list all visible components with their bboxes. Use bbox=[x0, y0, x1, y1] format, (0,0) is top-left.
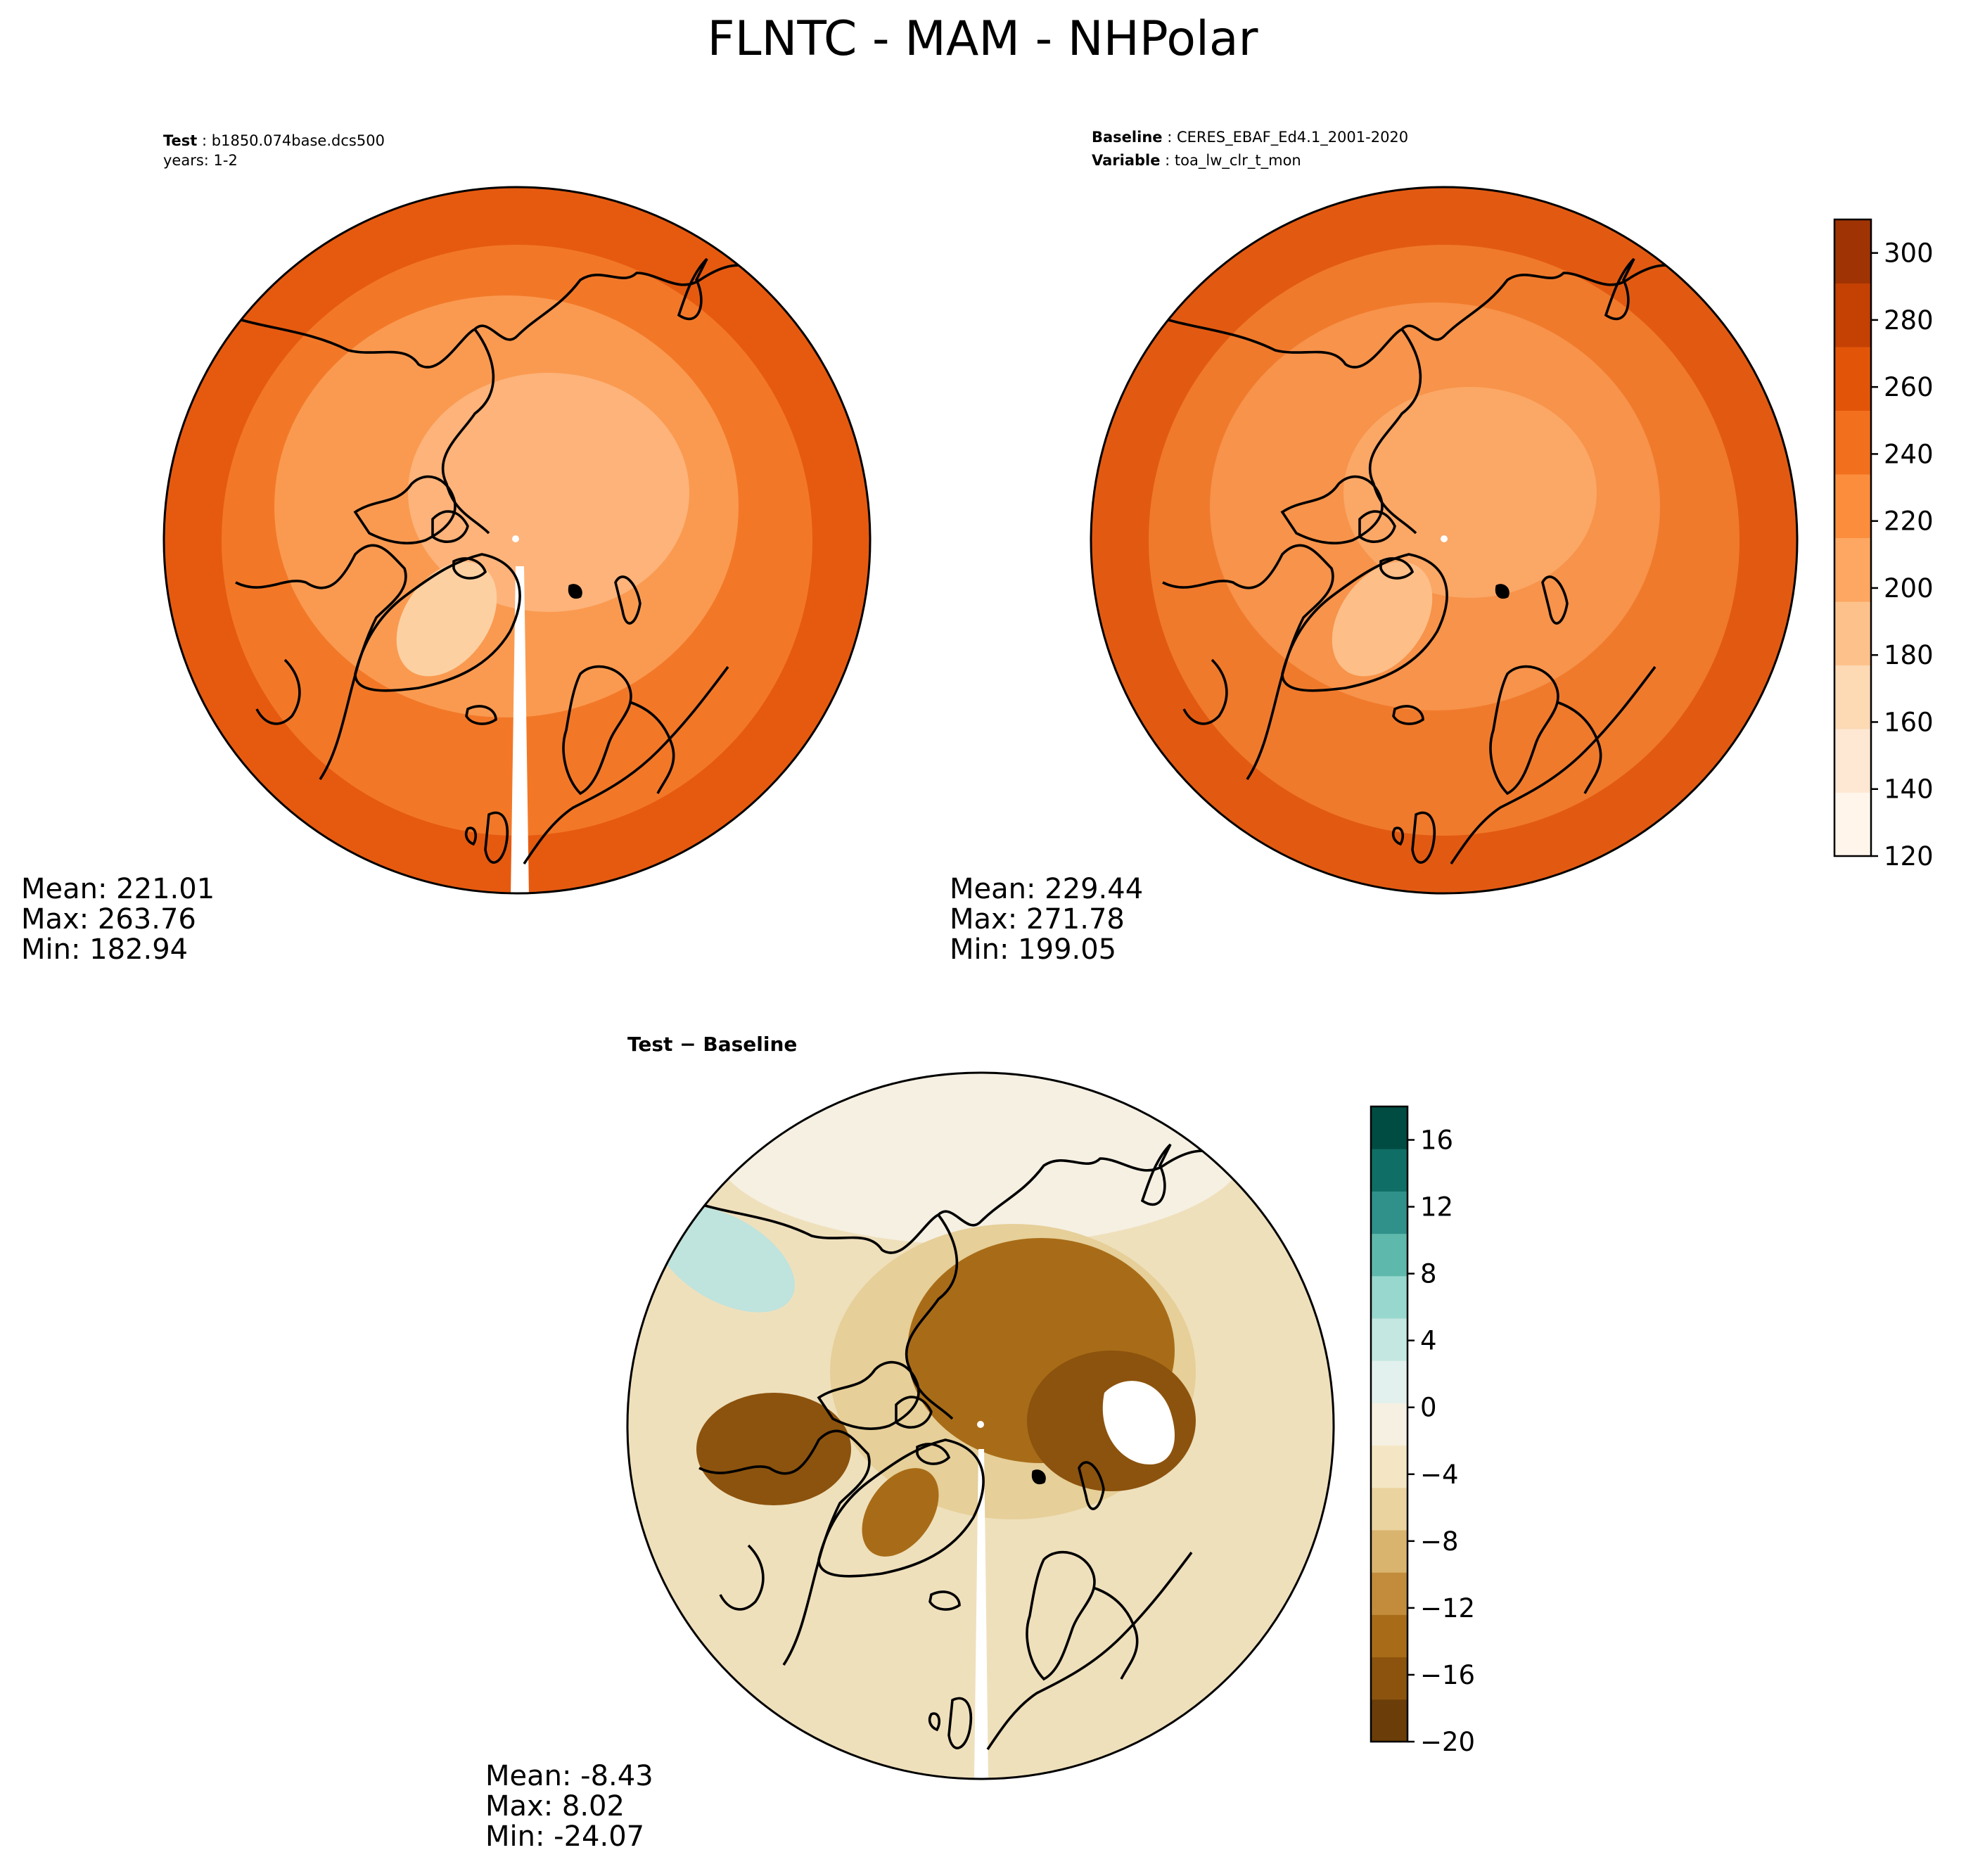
baseline-stats-max: Max: 271.78 bbox=[950, 903, 1125, 936]
main-colorbar-color-step bbox=[1834, 219, 1871, 283]
main-colorbar-tick-label: 220 bbox=[1884, 506, 1934, 537]
diff-colorbar-tick-label: −4 bbox=[1420, 1460, 1459, 1490]
baseline-variable: Variable : toa_lw_clr_t_mon bbox=[1092, 152, 1301, 170]
test-stats-min: Min: 182.94 bbox=[21, 933, 188, 966]
test-field-polar bbox=[408, 373, 689, 612]
diff-colorbar-color-step bbox=[1371, 1360, 1408, 1403]
baseline-pole-dot bbox=[1441, 535, 1448, 542]
diff-missing-wedge bbox=[974, 1449, 988, 1779]
test-label: Test : b1850.074base.dcs500 bbox=[163, 132, 385, 149]
diff-field-positive bbox=[654, 1206, 795, 1313]
main-colorbar-color-step bbox=[1834, 792, 1871, 857]
figure-title: FLNTC - MAM - NHPolar bbox=[708, 11, 1258, 67]
diff-field-darker-west bbox=[696, 1393, 851, 1505]
diff-colorbar-color-step bbox=[1371, 1657, 1408, 1700]
diff-colorbar-color-step bbox=[1371, 1614, 1408, 1658]
diff-missing-region bbox=[1102, 1381, 1175, 1465]
test-field-greenland bbox=[396, 561, 497, 677]
diff-colorbar-color-step bbox=[1371, 1530, 1408, 1573]
baseline-variable-bold: Variable bbox=[1092, 152, 1160, 169]
diff-colorbar-color-step bbox=[1371, 1445, 1408, 1488]
diff-colorbar-color-step bbox=[1371, 1572, 1408, 1615]
test-label-value: b1850.074base.dcs500 bbox=[212, 132, 385, 149]
diff-colorbar-tick-label: 8 bbox=[1420, 1259, 1437, 1289]
diff-colorbar-tick-label: 16 bbox=[1420, 1125, 1453, 1156]
diff-colorbar-tick-label: −12 bbox=[1420, 1593, 1475, 1623]
diff-colorbar-color-step bbox=[1371, 1149, 1408, 1192]
baseline-stats-mean: Mean: 229.44 bbox=[950, 873, 1143, 905]
diff-colorbar-color-step bbox=[1371, 1106, 1408, 1149]
diff-stats: Mean: -8.43 Max: 8.02 Min: -24.07 bbox=[485, 1760, 653, 1853]
diff-colorbar-border bbox=[1370, 1105, 1409, 1743]
test-stats-max: Max: 263.76 bbox=[21, 903, 196, 936]
main-colorbar-color-step bbox=[1834, 537, 1871, 602]
test-missing-wedge bbox=[511, 566, 529, 893]
main-colorbar-tick-label: 140 bbox=[1884, 774, 1934, 805]
diff-colorbar-color-step bbox=[1371, 1275, 1408, 1319]
main-colorbar-tick-label: 160 bbox=[1884, 707, 1934, 737]
diff-map-border bbox=[626, 1071, 1335, 1780]
baseline-map-border bbox=[1090, 186, 1799, 895]
test-pole-dot bbox=[512, 535, 519, 542]
diff-stats-mean: Mean: -8.43 bbox=[485, 1760, 653, 1792]
baseline-stats-min: Min: 199.05 bbox=[950, 933, 1116, 966]
diff-colorbar-tick-label: −20 bbox=[1420, 1727, 1475, 1757]
main-colorbar-tick-label: 200 bbox=[1884, 573, 1934, 604]
diff-colorbar-tick-label: −16 bbox=[1420, 1660, 1475, 1690]
main-colorbar-border bbox=[1833, 218, 1872, 857]
diff-stats-max: Max: 8.02 bbox=[485, 1790, 625, 1823]
test-map bbox=[162, 186, 872, 895]
diff-stats-min: Min: -24.07 bbox=[485, 1820, 644, 1853]
main-colorbar-tick-label: 300 bbox=[1884, 238, 1934, 269]
main-colorbar-tick-label: 180 bbox=[1884, 640, 1934, 670]
diff-pole-dot bbox=[977, 1421, 984, 1428]
baseline-label-bold: Baseline bbox=[1092, 129, 1163, 146]
diff-map bbox=[626, 1071, 1335, 1780]
main-colorbar-color-step bbox=[1834, 347, 1871, 411]
baseline-stats: Mean: 229.44 Max: 271.78 Min: 199.05 bbox=[950, 873, 1143, 966]
main-colorbar: 120 140 160 180 200 220 240 260 280 300 bbox=[1833, 218, 1934, 872]
diff-colorbar-color-step bbox=[1371, 1487, 1408, 1531]
main-colorbar-tick-label: 120 bbox=[1884, 841, 1934, 872]
main-colorbar-color-step bbox=[1834, 665, 1871, 729]
diff-colorbar-color-step bbox=[1371, 1403, 1408, 1446]
test-years: years: 1-2 bbox=[163, 152, 238, 169]
diff-colorbar-color-step bbox=[1371, 1699, 1408, 1742]
main-colorbar-color-step bbox=[1834, 410, 1871, 475]
diff-label: Test − Baseline bbox=[627, 1033, 797, 1056]
main-colorbar-color-step bbox=[1834, 601, 1871, 665]
diff-colorbar-tick-label: −8 bbox=[1420, 1526, 1459, 1557]
main-colorbar-color-step bbox=[1834, 474, 1871, 538]
diff-colorbar-color-step bbox=[1371, 1191, 1408, 1234]
main-colorbar-tick-label: 260 bbox=[1884, 372, 1934, 402]
diff-colorbar: −20 −16 −12 −8 −4 0 4 8 12 16 bbox=[1370, 1105, 1475, 1757]
diff-colorbar-color-step bbox=[1371, 1233, 1408, 1277]
diff-field-greenland bbox=[862, 1468, 939, 1557]
baseline-field-greenland bbox=[1332, 561, 1433, 677]
main-colorbar-tick-label: 280 bbox=[1884, 305, 1934, 336]
main-colorbar-color-step bbox=[1834, 729, 1871, 793]
test-stats-mean: Mean: 221.01 bbox=[21, 873, 215, 905]
main-colorbar-tick-label: 240 bbox=[1884, 439, 1934, 469]
baseline-map bbox=[1090, 186, 1799, 895]
diff-colorbar-tick-label: 0 bbox=[1420, 1393, 1437, 1423]
test-map-border bbox=[162, 186, 872, 895]
baseline-label: Baseline : CERES_EBAF_Ed4.1_2001-2020 bbox=[1092, 129, 1408, 146]
test-stats: Mean: 221.01 Max: 263.76 Min: 182.94 bbox=[21, 873, 215, 966]
baseline-label-value: CERES_EBAF_Ed4.1_2001-2020 bbox=[1177, 129, 1408, 146]
diff-colorbar-tick-label: 12 bbox=[1420, 1192, 1453, 1223]
baseline-variable-value: toa_lw_clr_t_mon bbox=[1175, 152, 1301, 170]
diff-colorbar-tick-label: 4 bbox=[1420, 1326, 1437, 1356]
baseline-field-polar bbox=[1343, 387, 1597, 598]
diff-colorbar-color-step bbox=[1371, 1318, 1408, 1361]
main-colorbar-color-step bbox=[1834, 283, 1871, 347]
test-label-bold: Test bbox=[163, 132, 197, 149]
